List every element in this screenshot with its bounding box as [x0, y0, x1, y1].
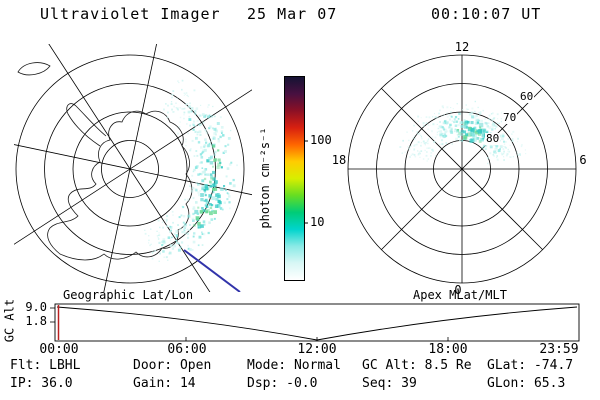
xtick-0600: 06:00: [167, 342, 207, 357]
status-door: Door: Open: [133, 358, 212, 373]
right-panel-caption: Apex MLat/MLT: [413, 288, 507, 302]
mlt-label-6: 6: [579, 153, 587, 167]
status-mode: Mode: Normal: [247, 358, 341, 373]
mlt-label-12: 12: [454, 40, 470, 54]
meridian-lines: [14, 44, 252, 292]
colorbar-tick-100: 100: [310, 133, 332, 147]
colorbar-gradient: [284, 76, 305, 281]
status-flt: Flt: LBHL: [10, 358, 81, 373]
strip-ylabel: GC Alt: [2, 298, 17, 343]
mlat-label-70: 70: [502, 111, 518, 125]
left-auroral-emission: [144, 79, 238, 262]
status-gain: Gain: 14: [133, 376, 196, 391]
status-seq: Seq: 39: [362, 376, 417, 391]
status-dsp: Dsp: -0.0: [247, 376, 318, 391]
colorbar-tick-10: 10: [310, 215, 325, 229]
left-panel-caption: Geographic Lat/Lon: [63, 288, 194, 302]
xtick-1200: 12:00: [297, 342, 337, 357]
colorbar-unit-label: photon cm⁻²s⁻¹: [258, 127, 272, 229]
mlat-mlt-panel: [347, 54, 577, 284]
status-ip: IP: 36.0: [10, 376, 73, 391]
mlat-label-60: 60: [519, 90, 535, 104]
strip-ytick-top: 9.0: [25, 300, 47, 314]
strip-ytick-bottom: 1.8: [25, 314, 47, 328]
time-display: 00:10:07 UT: [431, 5, 542, 23]
satellite-track-line: [183, 249, 241, 292]
status-glon: GLon: 65.3: [487, 376, 566, 391]
xtick-1800: 18:00: [428, 342, 468, 357]
mlt-spokes: [348, 55, 576, 283]
mlt-label-18: 18: [331, 153, 347, 167]
strip-chart-ticks: [50, 307, 449, 341]
latitude-circles: [15, 54, 245, 284]
geographic-map-panel: [14, 44, 252, 292]
mlat-label-80: 80: [485, 132, 501, 146]
coastline-antarctica: [17, 62, 193, 261]
strip-chart: [50, 303, 580, 342]
xtick-2359: 23:59: [539, 342, 579, 357]
gc-alt-curve: [56, 306, 578, 341]
xtick-0000: 00:00: [39, 342, 79, 357]
status-glat: GLat: -74.7: [487, 358, 574, 373]
date-display: 25 Mar 07: [247, 5, 338, 23]
status-gcalt: GC Alt: 8.5 Re: [362, 358, 472, 373]
app-title: Ultraviolet Imager: [40, 5, 221, 23]
mlt-label-0: 0: [454, 283, 462, 297]
